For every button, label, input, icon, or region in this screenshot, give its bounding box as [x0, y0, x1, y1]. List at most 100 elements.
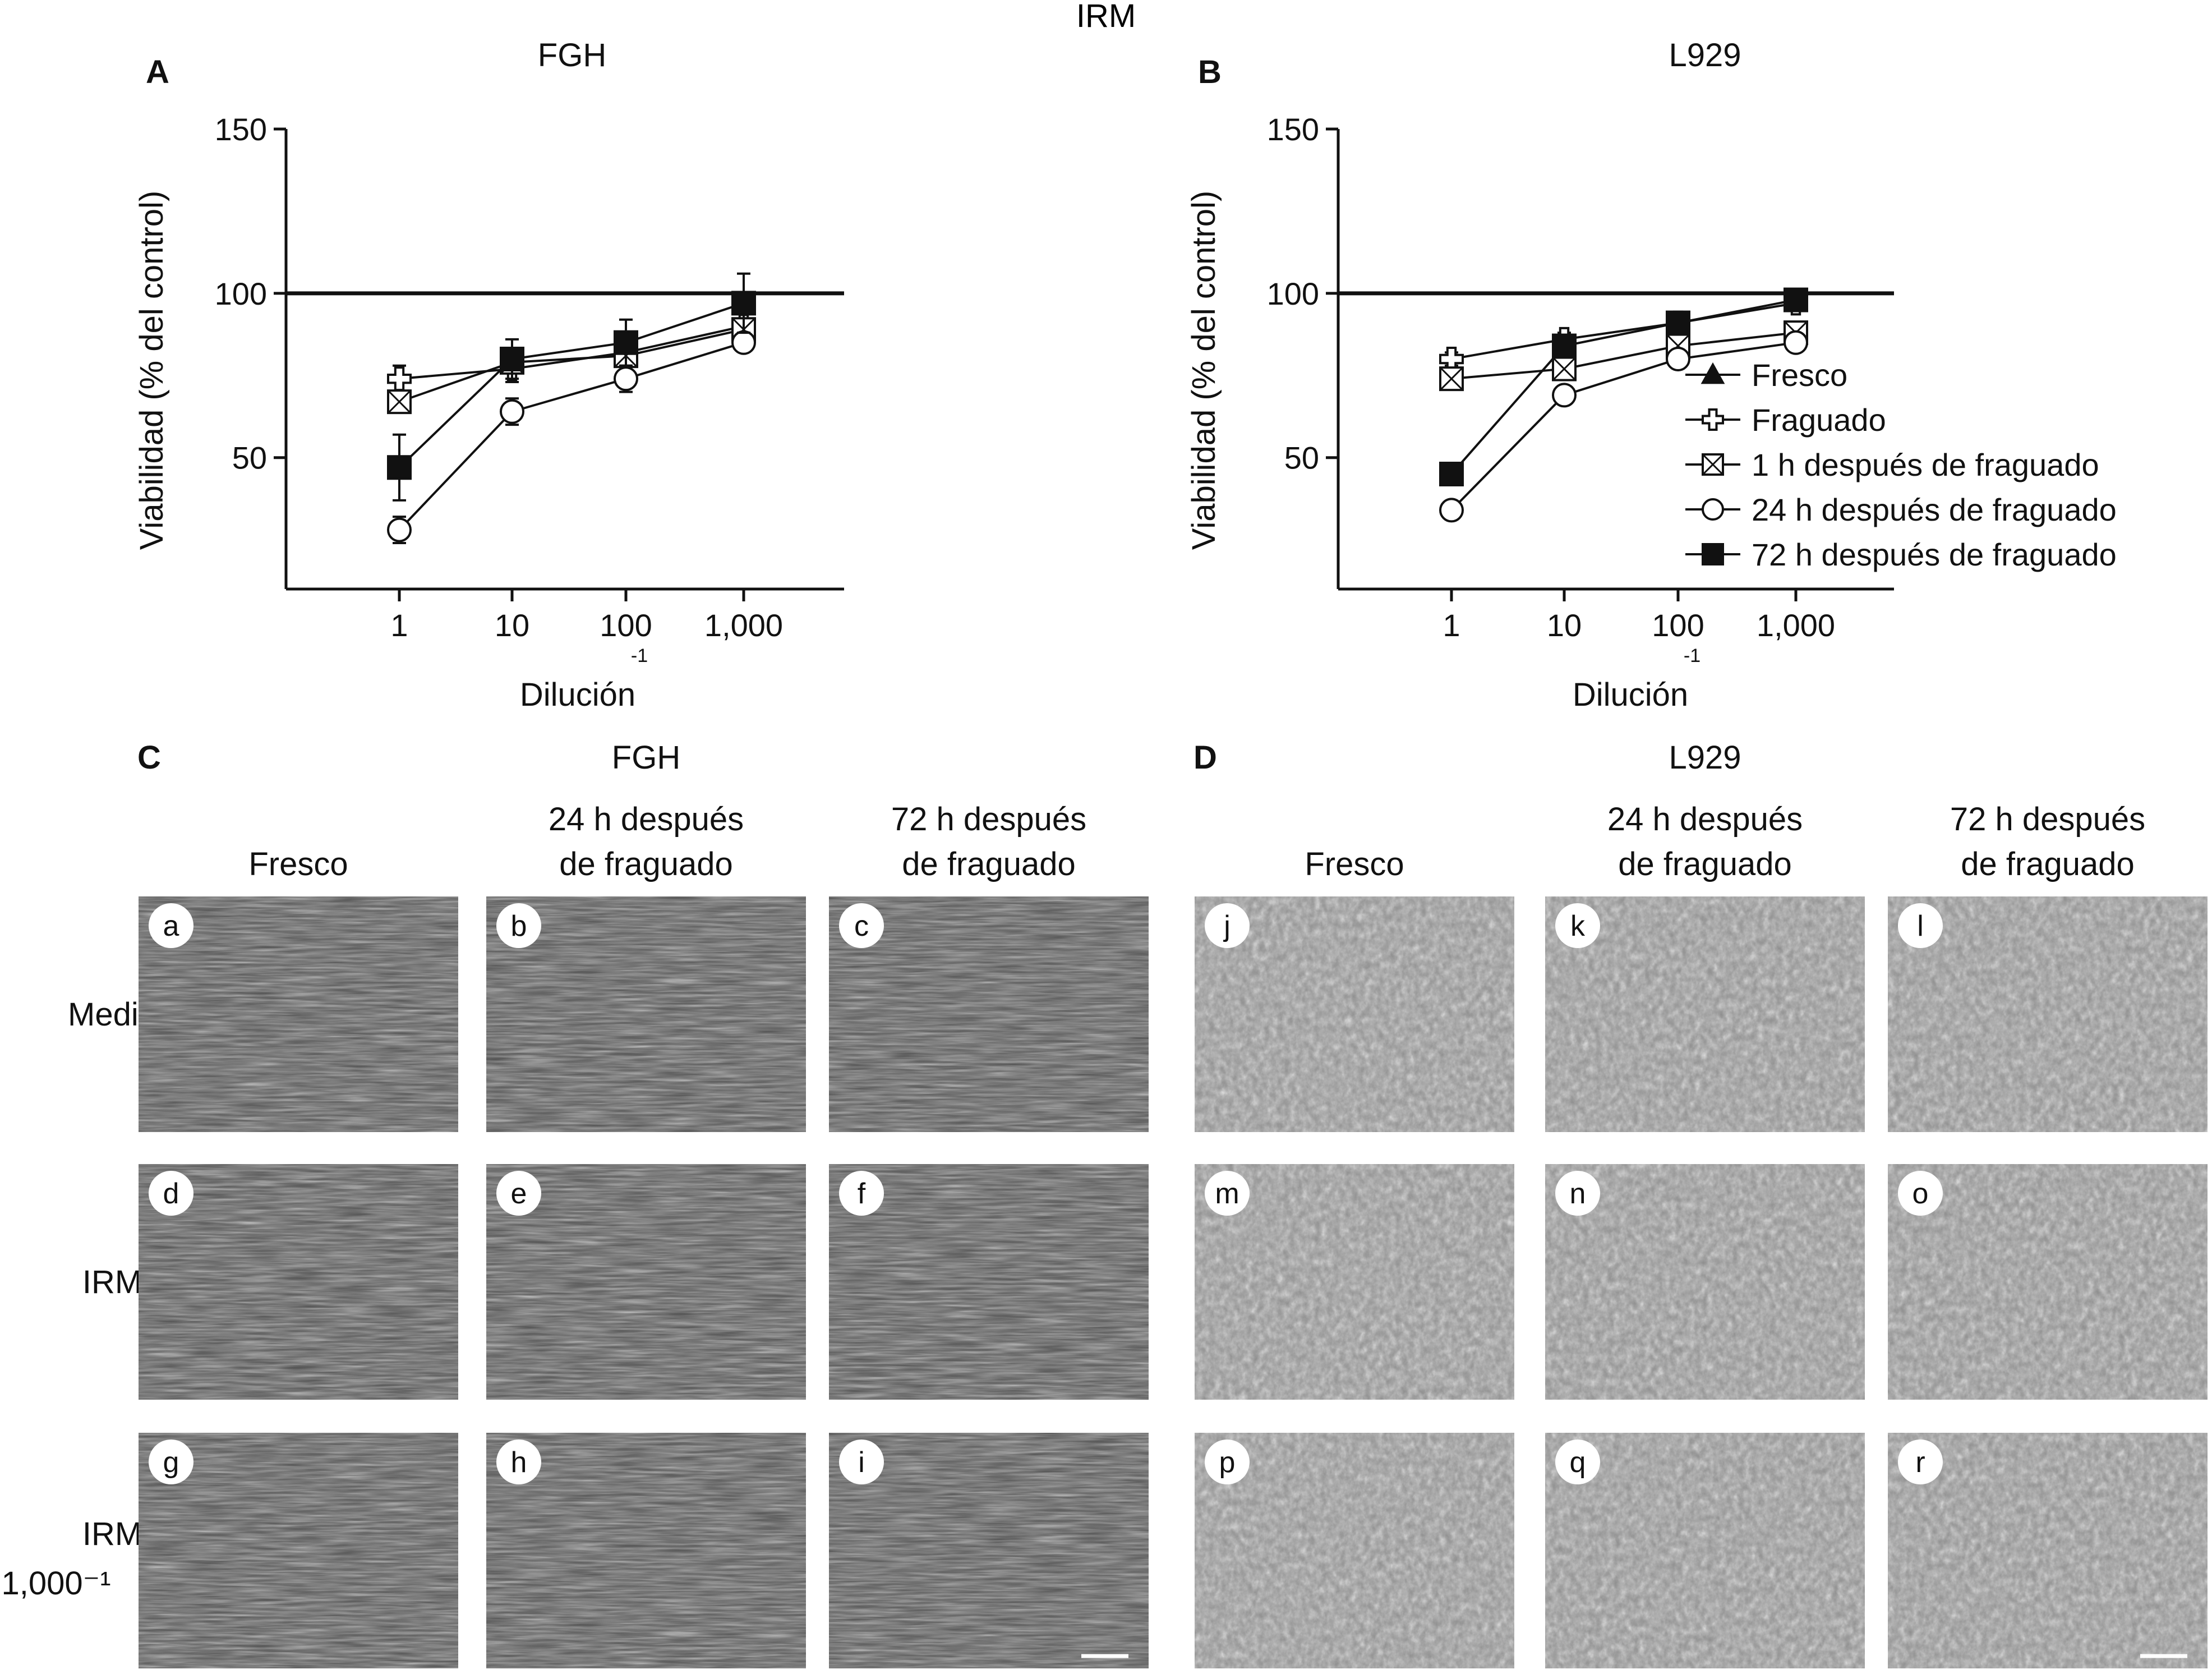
y-tick-label: 50: [1284, 440, 1319, 476]
panel-letter-bubble: [496, 903, 541, 948]
micrograph-image: g: [139, 1433, 458, 1668]
micrograph-texture: [1195, 1433, 1514, 1668]
micrograph-image: l: [1888, 896, 2208, 1132]
micrograph-texture: [139, 1433, 458, 1668]
panel-letter-label: q: [1570, 1446, 1586, 1479]
micrograph-image: q: [1545, 1433, 1865, 1668]
data-point: [731, 291, 756, 316]
panel-letter-bubble: [1898, 903, 1943, 948]
panel-letter-label: e: [511, 1178, 527, 1210]
y-tick-label: 150: [215, 112, 267, 147]
x-tick-label: 100: [1652, 608, 1704, 643]
panel-letter-bubble: [839, 903, 884, 948]
x-tick-label: 1: [390, 608, 408, 643]
data-point: [387, 366, 412, 392]
panel-letter-bubble: [149, 1171, 193, 1216]
y-tick-label: 150: [1267, 112, 1319, 147]
chart-title: L929: [1669, 37, 1741, 73]
panel-letter-bubble: [1898, 1440, 1943, 1484]
micrograph-texture: [486, 1164, 806, 1400]
series-line: [399, 325, 744, 380]
data-point: [731, 330, 756, 355]
micrograph-texture: [139, 896, 458, 1132]
micrograph-image: k: [1545, 896, 1865, 1132]
micrograph-texture: [829, 896, 1149, 1132]
panel-letter-label: c: [854, 910, 869, 942]
legend-label: 24 h después de fraguado: [1752, 492, 2117, 527]
chart-title: FGH: [538, 37, 606, 73]
series-line: [398, 341, 744, 531]
data-point: [1666, 347, 1690, 371]
panel-letter-bubble: [149, 903, 193, 948]
panel-letter-label: i: [858, 1446, 865, 1479]
micrograph-image: r: [1888, 1433, 2208, 1668]
row-label: 1,000⁻¹: [1, 1565, 110, 1602]
panel-letter-label: r: [1915, 1446, 1925, 1479]
panel-letter-bubble: [1555, 1440, 1600, 1484]
micrograph-image: h: [486, 1433, 806, 1668]
panel-letter-bubble: [496, 1440, 541, 1484]
legend-marker: [1702, 408, 1724, 431]
panel-letter-bubble: [149, 1440, 193, 1484]
data-point: [1552, 333, 1577, 358]
data-point: [1784, 330, 1808, 355]
legend-label: 72 h después de fraguado: [1752, 537, 2117, 572]
column-header: Fresco: [248, 846, 348, 882]
series-square-x: [387, 317, 756, 415]
legend-label: Fraguado: [1752, 402, 1886, 438]
column-header: de fraguado: [902, 846, 1076, 882]
panel-letter-bubble: [1205, 903, 1250, 948]
legend-label: 1 h después de fraguado: [1752, 447, 2099, 482]
micrograph-texture: [1545, 1433, 1865, 1668]
x-tick-label: 1: [1443, 608, 1460, 643]
data-point: [500, 347, 524, 371]
column-header: de fraguado: [559, 846, 733, 882]
x-axis-label-superscript: -1: [1684, 645, 1701, 666]
chart-panel-b: B L929 50 100 150 Viabilidad (% del control) 1…: [1186, 37, 2117, 713]
micrograph-image: e: [486, 1164, 806, 1400]
data-point: [614, 330, 638, 355]
micrograph-image: m: [1195, 1164, 1514, 1400]
legend-marker: [1701, 362, 1725, 384]
row-label: IRM: [82, 1264, 142, 1300]
data-point: [614, 366, 638, 392]
micrograph-image: a: [139, 896, 458, 1132]
micrograph-image: b: [486, 896, 806, 1132]
micrograph-image: p: [1195, 1433, 1514, 1668]
panel-letter-bubble: [1205, 1440, 1250, 1484]
data-point: [500, 399, 524, 424]
chart-panel-a: A FGH 50 100 150 Viabilidad (% del control) 1 1…: [133, 37, 844, 713]
panel-letter-label: h: [511, 1446, 527, 1479]
column-header: 72 h después: [1950, 801, 2145, 838]
x-tick-label: 1,000: [1757, 608, 1835, 643]
panel-letter: A: [146, 54, 169, 90]
legend-item: 72 h después de fraguado: [1685, 537, 2117, 572]
data-point: [1552, 383, 1577, 408]
column-header: 24 h después: [1607, 801, 1803, 838]
panel-letter-label: p: [1219, 1446, 1236, 1479]
series-line: [399, 328, 744, 403]
micrograph-texture: [1545, 896, 1865, 1132]
micrograph-image: i: [829, 1433, 1149, 1668]
panel-letter-label: a: [163, 910, 179, 942]
micrograph-texture: [1888, 896, 2208, 1132]
column-header: de fraguado: [1618, 846, 1792, 882]
panel-title: FGH: [612, 739, 680, 776]
data-point-diag-2: [1552, 357, 1577, 381]
micrograph-texture: [1195, 1164, 1514, 1400]
x-axis-label: Dilución: [520, 677, 635, 713]
micrograph-texture: [486, 1433, 806, 1668]
data-point: [387, 455, 412, 480]
micrograph-panel-c: C FGH Fresco 24 h después de fraguado 72 h de…: [1, 739, 1149, 1668]
legend-marker: [1702, 543, 1724, 565]
panel-letter-label: l: [1917, 910, 1924, 942]
panel-letter-label: m: [1215, 1178, 1239, 1210]
micrograph-image: o: [1888, 1164, 2208, 1400]
column-header: Fresco: [1305, 846, 1404, 882]
panel-letter: D: [1193, 739, 1217, 776]
data-point-diag-2: [387, 390, 412, 414]
y-tick-label: 50: [232, 440, 267, 476]
legend-item: 1 h después de fraguado: [1685, 447, 2099, 482]
panel-letter: C: [137, 739, 161, 776]
micrograph-texture: [1888, 1164, 2208, 1400]
